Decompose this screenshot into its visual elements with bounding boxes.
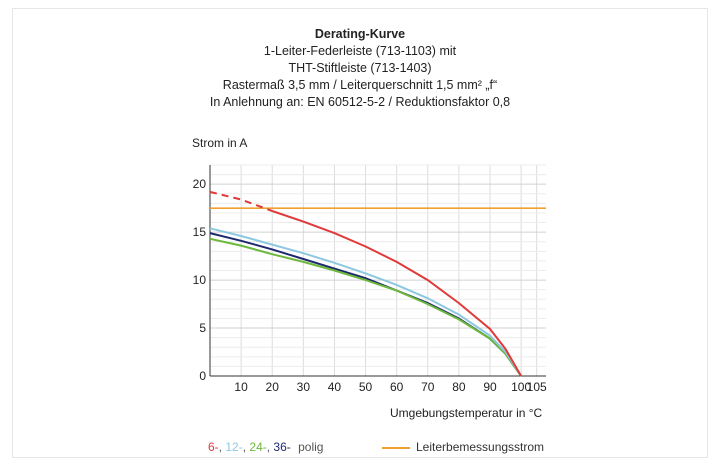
x-tick-label: 70 [421,380,435,394]
legend-reference-swatch [382,446,410,449]
legend-reference-label: Leiterbemessungsstrom [416,440,545,454]
series-legend: 6-, 12-, 24-, 36- polig [208,440,323,454]
y-tick-label: 5 [199,321,206,335]
x-tick-label: 30 [297,380,311,394]
x-tick-label: 60 [390,380,404,394]
legend-item-36: 36- [273,440,291,454]
x-tick-label: 50 [359,380,373,394]
y-tick-label: 0 [199,369,206,383]
x-tick-label: 90 [483,380,497,394]
x-tick-label: 80 [452,380,466,394]
legend-item-6: 6- [208,440,219,454]
x-axis-label: Umgebungstemperatur in °C [390,406,543,420]
legend-suffix: polig [298,440,324,454]
legend-separator: , [242,440,247,454]
title-line: Derating-Kurve [314,27,406,41]
chart-frame [12,8,708,458]
title-line: 1-Leiter-Federleiste (713-1103) mit [263,44,457,58]
title-line: In Anlehnung an: EN 60512-5-2 / Reduktio… [209,95,511,109]
x-tick-label: 105 [527,380,547,394]
legend-separator: , [218,440,223,454]
title-line: Rastermaß 3,5 mm / Leiterquerschnitt 1,5… [222,78,498,92]
title-line: THT-Stiftleiste (713-1403) [288,61,432,75]
x-tick-label: 10 [234,380,248,394]
series-line [209,237,522,377]
y-tick-label: 10 [193,273,207,287]
y-tick-label: 20 [193,177,207,191]
x-tick-label: 20 [266,380,280,394]
legend-separator: , [266,440,271,454]
y-axis-label: Strom in A [192,136,248,150]
series-line [209,227,522,377]
x-tick-label: 100 [511,380,531,394]
legend-reference: Leiterbemessungsstrom [382,440,544,454]
legend-item-24: 24- [249,440,267,454]
legend: 6-, 12-, 24-, 36- polig Leiterbemessungs… [0,440,720,458]
x-tick-label: 40 [328,380,342,394]
series-line-dashed [209,190,273,212]
legend-item-12: 12- [225,440,243,454]
chart-title: Derating-Kurve 1-Leiter-Federleiste (713… [160,26,560,111]
y-tick-label: 15 [193,225,207,239]
series-line [271,210,522,377]
